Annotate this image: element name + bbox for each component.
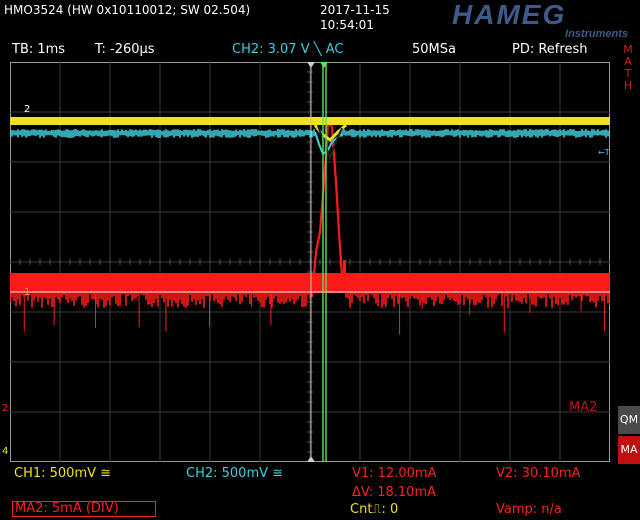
waveform-traces [10,62,610,462]
trigger-bottom-marker [307,456,315,462]
ma2-trace-label: MA2 [569,400,598,415]
overlay-dip [317,125,343,161]
hameg-logo: HAMEG Instruments [452,0,628,40]
counter-readout: Cnt⎍: 0 [350,502,399,517]
ch2-marker[interactable]: 2 [24,104,31,115]
cursor-v2: V2: 30.10mA [496,466,581,481]
logo-main: HAMEG [452,0,566,30]
ch1-trace-band [10,117,610,125]
ma2-trace-spikes [23,294,605,335]
logo-sub: Instruments [565,28,628,40]
ma2-scale-button[interactable]: MA2: 5mA (DIV) [12,501,156,517]
sample-rate-readout: 50MSa [412,42,456,57]
vamp-readout: Vamp: n/a [496,502,562,517]
header-bar [0,0,640,40]
cursor-delta: ΔV: 18.10mA [352,485,437,500]
trigger-time-readout[interactable]: T: -260µs [95,42,155,57]
ma2-trace-fill [10,273,610,293]
ch2-trace-band [10,129,610,138]
time-label: 10:54:01 [320,18,374,32]
timebase-readout[interactable]: TB: 1ms [12,42,66,57]
display-mode-readout[interactable]: PD: Refresh [512,42,588,57]
waveform-display [10,62,610,462]
cursor-v1: V1: 12.00mA [352,466,437,481]
ch2-scale[interactable]: CH2: 500mV ≅ [186,466,284,481]
graticule-grid [10,62,610,462]
cursor-top-marker [320,62,328,68]
ma-button[interactable]: MA [618,436,640,464]
device-model: HMO3524 (HW 0x10110012; SW 02.504) [4,3,251,17]
qm-button[interactable]: QM [618,406,640,434]
ch2-trigger-level-marker[interactable]: ←T [598,148,610,157]
timestamp: 2017-11-15 10:54:01 [320,3,390,33]
date-label: 2017-11-15 [320,3,390,17]
ch1-scale[interactable]: CH1: 500mV ≅ [14,466,112,481]
ch4-marker[interactable]: 4 [2,446,9,457]
ma2-trace-step [343,260,346,276]
trigger-position-marker [307,62,315,68]
ch1-marker[interactable]: 1 [24,287,31,298]
ch2-ground-marker[interactable]: 2 [2,403,9,414]
trigger-source-readout[interactable]: CH2: 3.07 V ╲ AC [232,42,344,57]
side-menu-strip [612,40,640,465]
